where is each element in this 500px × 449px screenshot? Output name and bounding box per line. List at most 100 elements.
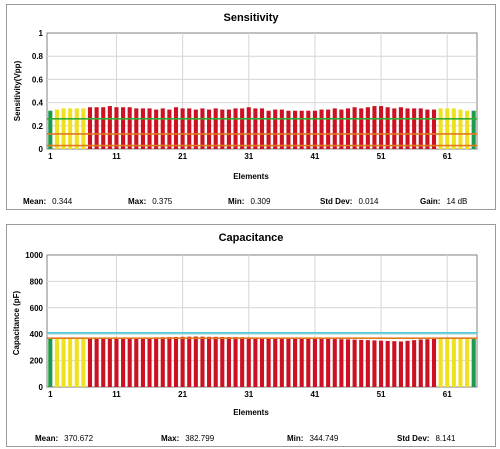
capacitance-bar xyxy=(438,338,443,387)
sensitivity-bar xyxy=(352,107,357,149)
sensitivity-bar xyxy=(398,107,403,149)
capacitance-bar xyxy=(134,337,139,387)
capacitance-bar xyxy=(332,339,337,387)
sensitivity-bar xyxy=(87,107,93,149)
capacitance-bar xyxy=(246,337,251,387)
capacitance-bar xyxy=(273,337,278,387)
capacitance-x-tick-label: 11 xyxy=(112,390,121,399)
sensitivity-bar xyxy=(405,108,410,149)
sensitivity-bar xyxy=(471,110,476,149)
capacitance-bar xyxy=(121,337,126,387)
capacitance-bar xyxy=(154,337,159,387)
sensitivity-x-axis-label: Elements xyxy=(233,172,269,181)
capacitance-bar xyxy=(286,338,291,387)
sensitivity-bar xyxy=(431,109,437,149)
capacitance-bar xyxy=(226,337,231,387)
sensitivity-x-tick-label: 41 xyxy=(310,152,319,161)
sensitivity-bar xyxy=(253,108,258,149)
sensitivity-bar xyxy=(345,108,351,149)
capacitance-bar xyxy=(398,341,403,387)
capacitance-bar xyxy=(385,340,390,387)
sensitivity-bar xyxy=(259,108,265,149)
mean-stat: Mean: 370.672 xyxy=(35,434,94,443)
capacitance-x-tick-label: 41 xyxy=(310,390,319,399)
capacitance-y-tick-label: 600 xyxy=(30,304,44,313)
capacitance-bar xyxy=(365,340,370,387)
sensitivity-bar xyxy=(326,109,331,149)
sensitivity-bar xyxy=(81,108,86,149)
sensitivity-bar xyxy=(385,107,390,149)
sensitivity-bar xyxy=(180,108,185,149)
min-stat: Min: 0.309 xyxy=(228,197,271,206)
sensitivity-bar xyxy=(187,108,192,149)
std-dev-stat: Std Dev: 0.014 xyxy=(320,197,379,206)
sensitivity-bar xyxy=(114,107,119,149)
capacitance-bar xyxy=(458,338,463,387)
sensitivity-bar xyxy=(266,110,271,149)
sensitivity-bar xyxy=(147,108,152,149)
sensitivity-y-tick-label: 0.2 xyxy=(32,122,44,131)
sensitivity-y-tick-label: 0 xyxy=(39,145,44,154)
capacitance-bar xyxy=(465,338,470,387)
sensitivity-bar xyxy=(226,109,231,149)
capacitance-bar xyxy=(418,339,423,387)
sensitivity-x-tick-label: 51 xyxy=(377,152,386,161)
capacitance-bar xyxy=(293,338,298,387)
capacitance-bar xyxy=(412,340,417,387)
sensitivity-bar xyxy=(332,108,337,149)
sensitivity-bar xyxy=(319,109,324,149)
sensitivity-bar xyxy=(365,107,370,149)
capacitance-bar xyxy=(140,337,145,387)
sensitivity-bar xyxy=(233,108,238,149)
capacitance-bar xyxy=(451,338,456,387)
capacitance-bar xyxy=(213,336,218,387)
capacitance-bar xyxy=(379,340,384,387)
capacitance-bar xyxy=(392,341,397,387)
sensitivity-y-axis-label: Sensitivity(Vpp) xyxy=(13,60,22,121)
capacitance-bar xyxy=(405,340,410,387)
sensitivity-bar xyxy=(61,108,66,149)
sensitivity-bar xyxy=(200,108,205,149)
sensitivity-x-tick-label: 61 xyxy=(443,152,452,161)
sensitivity-y-tick-label: 0.8 xyxy=(32,52,44,61)
sensitivity-title: Sensitivity xyxy=(223,12,279,24)
sensitivity-bar xyxy=(68,108,73,149)
sensitivity-bar xyxy=(121,107,126,149)
sensitivity-bar xyxy=(293,110,298,149)
capacitance-bar xyxy=(345,339,351,387)
sensitivity-bar xyxy=(74,108,79,149)
capacitance-bar xyxy=(180,336,185,387)
capacitance-bar xyxy=(187,336,192,387)
sensitivity-bar xyxy=(306,110,311,149)
capacitance-bar xyxy=(87,338,93,387)
gain-stat: Gain: 14 dB xyxy=(420,197,468,206)
max-stat: Max: 382.799 xyxy=(161,434,215,443)
capacitance-bar xyxy=(240,337,245,387)
capacitance-bar xyxy=(312,338,317,387)
sensitivity-x-tick-label: 21 xyxy=(178,152,187,161)
capacitance-bar xyxy=(68,338,73,387)
capacitance-panel: Capacitance Elements Capacitance (pF) 0 2… xyxy=(6,224,496,447)
max-stat: Max: 0.375 xyxy=(128,197,173,206)
capacitance-title: Capacitance xyxy=(219,232,284,244)
sensitivity-bar xyxy=(140,108,145,149)
capacitance-bar xyxy=(61,338,66,387)
sensitivity-bar xyxy=(107,106,112,149)
capacitance-bar xyxy=(445,338,450,387)
capacitance-bar xyxy=(326,338,331,387)
capacitance-y-axis-label: Capacitance (pF) xyxy=(12,290,21,355)
sensitivity-bar xyxy=(339,109,344,149)
capacitance-x-tick-label: 51 xyxy=(377,390,386,399)
sensitivity-bar xyxy=(279,109,284,149)
sensitivity-bar xyxy=(273,109,278,149)
capacitance-bar xyxy=(74,338,79,387)
sensitivity-bar xyxy=(193,109,198,149)
capacitance-bar xyxy=(259,337,265,387)
sensitivity-bar xyxy=(372,106,377,149)
sensitivity-y-tick-label: 0.4 xyxy=(32,99,44,108)
capacitance-bar xyxy=(114,337,119,387)
capacitance-x-tick-label: 61 xyxy=(443,390,452,399)
capacitance-x-tick-label: 21 xyxy=(178,390,187,399)
capacitance-y-tick-label: 400 xyxy=(30,330,44,339)
sensitivity-x-tick-label: 31 xyxy=(244,152,253,161)
